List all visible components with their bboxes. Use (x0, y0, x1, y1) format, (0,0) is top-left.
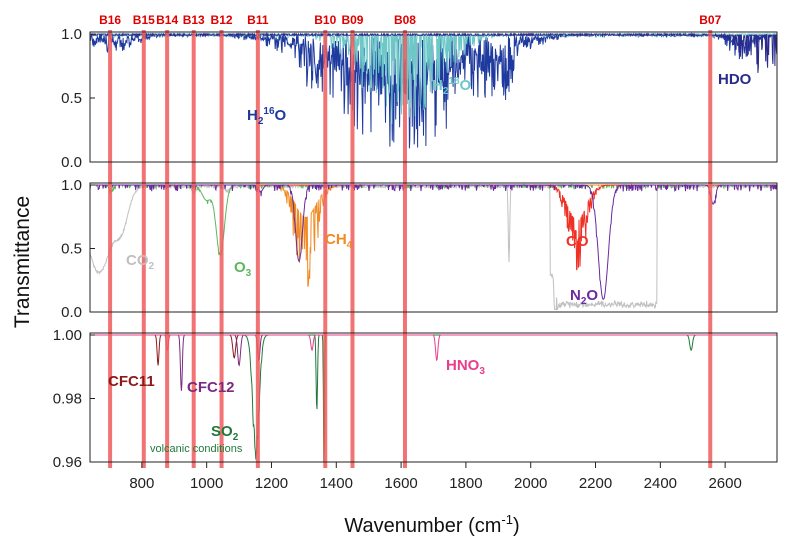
note-volcanic: volcanic conditions (150, 443, 243, 455)
label-h2o: H216O (247, 106, 287, 127)
series-n2o (90, 183, 777, 301)
x-tick-label: 1600 (384, 475, 417, 492)
y-axis-title: Transmittance (11, 196, 34, 328)
x-axis-title-exponent: -1 (501, 512, 513, 527)
plot-panels (90, 32, 777, 462)
series-hdo (90, 32, 777, 73)
band-label-b12: B12 (211, 13, 233, 27)
x-tick-label: 1400 (320, 475, 353, 492)
y-tick-label-water: 0.5 (61, 90, 82, 107)
x-tick-label: 2200 (579, 475, 612, 492)
y-tick-label-trace: 1.00 (53, 327, 82, 344)
panel-frame-trace (89, 332, 778, 463)
band-markers: B16 B15 B14 B13 B12 B11 B10 B09 B08 B07 (99, 13, 722, 468)
x-axis-title-close: ) (513, 515, 520, 537)
y-tick-label-water: 0.0 (61, 154, 82, 171)
label-co: CO (566, 233, 589, 250)
label-ch4: CH4 (325, 231, 353, 251)
axes: 0.0 0.5 1.0 0.0 0.5 1.0 0.96 0.98 1.00 800 1000 120… (53, 26, 778, 492)
label-h218o: H218O (432, 76, 472, 97)
x-axis-title-main: Wavenumber (cm (344, 515, 501, 537)
band-label-b15: B15 (133, 13, 155, 27)
x-tick-label: 2400 (644, 475, 677, 492)
x-tick-label: 1800 (449, 475, 482, 492)
y-tick-label-main: 1.0 (61, 177, 82, 194)
y-tick-label-main: 0.0 (61, 304, 82, 321)
series-labels: H216O H218O HDO CO2 O3 CH4 CO N2O CFC11 CFC12 SO2 H… (108, 71, 752, 455)
band-label-b08: B08 (394, 13, 416, 27)
label-hno3: HNO3 (446, 357, 485, 377)
label-n2o: N2O (570, 287, 598, 307)
panel-frame-water (89, 31, 778, 163)
y-tick-label-water: 1.0 (61, 26, 82, 43)
x-axis-title: Wavenumber (cm-1) (344, 512, 519, 537)
panel-water (90, 32, 777, 149)
x-tick-label: 800 (129, 475, 154, 492)
band-label-b09: B09 (341, 13, 363, 27)
y-tick-label-trace: 0.96 (53, 454, 82, 471)
band-label-b13: B13 (183, 13, 205, 27)
series-hno3 (90, 334, 777, 362)
label-cfc12: CFC12 (187, 379, 235, 396)
y-tick-label-main: 0.5 (61, 241, 82, 258)
panel-frame-main (89, 182, 778, 313)
x-tick-label: 2000 (514, 475, 547, 492)
label-co2: CO2 (126, 252, 155, 272)
panel-main (90, 183, 777, 311)
label-hdo: HDO (718, 71, 752, 88)
band-label-b16: B16 (99, 13, 121, 27)
band-label-b07: B07 (699, 13, 721, 27)
label-o3: O3 (234, 259, 252, 279)
x-tick-label: 1000 (190, 475, 223, 492)
x-tick-label: 1200 (255, 475, 288, 492)
band-label-b11: B11 (247, 13, 269, 27)
y-tick-label-trace: 0.98 (53, 391, 82, 408)
label-so2: SO2 (211, 423, 239, 443)
panel-trace (90, 334, 777, 462)
x-tick-label: 2600 (708, 475, 741, 492)
label-cfc11: CFC11 (108, 373, 155, 390)
band-label-b10: B10 (314, 13, 336, 27)
band-label-b14: B14 (156, 13, 178, 27)
